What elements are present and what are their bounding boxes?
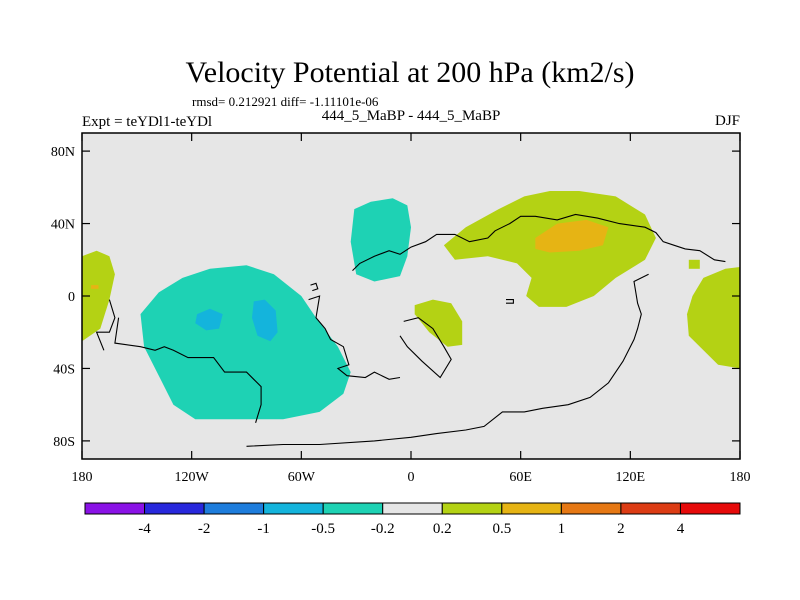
colorbar-label: -0.5	[311, 521, 335, 537]
colorbar-swatch	[441, 502, 503, 515]
chart-title: Velocity Potential at 200 hPa (km2/s)	[185, 56, 634, 89]
contour-region-south-america-pacific-negative	[140, 265, 351, 420]
colorbar-swatch	[501, 502, 562, 515]
colorbar-swatch	[679, 502, 741, 515]
colorbar-label: 4	[677, 521, 685, 537]
contour-region-west-pacific-positive	[82, 250, 115, 342]
colorbar-swatch	[560, 502, 622, 515]
coastline-small-island-1	[310, 282, 319, 292]
x-tick-label: 60W	[288, 470, 316, 485]
colorbar-label: 1	[558, 521, 566, 537]
colorbar-swatch	[203, 502, 265, 515]
colorbar-label: 2	[617, 521, 625, 537]
contour-region-negative-core-2	[252, 299, 278, 342]
colorbar-swatch	[84, 502, 146, 515]
case-label: 444_5_MaBP - 444_5_MaBP	[322, 108, 501, 124]
contour-region-small-orange-spot	[91, 285, 99, 289]
x-tick-label: 60E	[509, 470, 532, 485]
coastline-africa-outline	[399, 317, 452, 379]
x-tick-label: 180	[72, 470, 93, 485]
y-tick-label: 80N	[51, 145, 75, 160]
coastline-south-america-coast	[114, 317, 262, 423]
coastline-arabian-island	[506, 299, 514, 304]
colorbar-swatch	[263, 502, 324, 515]
contour-region-negative-core-1	[195, 308, 223, 331]
colorbar-label: -0.2	[371, 521, 395, 537]
contour-region-asia-core	[535, 219, 609, 253]
coastline-west-islands	[95, 299, 116, 351]
colorbar-label: -1	[257, 521, 270, 537]
y-tick-label: 80S	[53, 435, 75, 450]
colorbar-label: -4	[138, 521, 151, 537]
colorbar-label: 0.2	[433, 521, 452, 537]
colorbar-label: -2	[198, 521, 211, 537]
season-label: DJF	[715, 113, 740, 129]
map-axes: 180 120W 60W 0 60E 120E 180 80N 40N 0 40S 80S	[51, 133, 751, 485]
coastline-indian-ocean-coast	[246, 273, 649, 447]
x-tick-label: 180	[730, 470, 751, 485]
stats-label: rmsd= 0.212921 diff= -1.11101e-06	[192, 94, 379, 109]
x-tick-label: 0	[408, 470, 415, 485]
experiment-label: Expt = teYDl1-teYDl	[82, 114, 212, 130]
colorbar-swatch	[620, 502, 681, 515]
contour-region-small-positive-dot	[688, 259, 700, 269]
colorbar-swatch	[144, 502, 205, 515]
y-tick-label: 40S	[53, 362, 75, 377]
y-tick-label: 40N	[51, 218, 75, 233]
coastline-europe-africa-coast	[352, 213, 726, 271]
coastline-central-america-coast	[308, 295, 401, 380]
colorbar: -4 -2 -1 -0.5 -0.2 0.2 0.5 1 2 4	[84, 502, 741, 537]
contour-region-east-pacific-positive	[687, 267, 740, 369]
colorbar-label: 0.5	[492, 521, 511, 537]
map-area	[81, 132, 741, 460]
colorbar-swatch	[322, 502, 384, 515]
x-tick-label: 120E	[616, 470, 646, 485]
contour-region-north-atlantic-negative	[350, 198, 411, 282]
x-tick-label: 120W	[175, 470, 210, 485]
colorbar-swatch	[382, 502, 443, 515]
y-tick-label: 0	[68, 290, 75, 305]
contour-region-africa-positive	[414, 299, 463, 347]
